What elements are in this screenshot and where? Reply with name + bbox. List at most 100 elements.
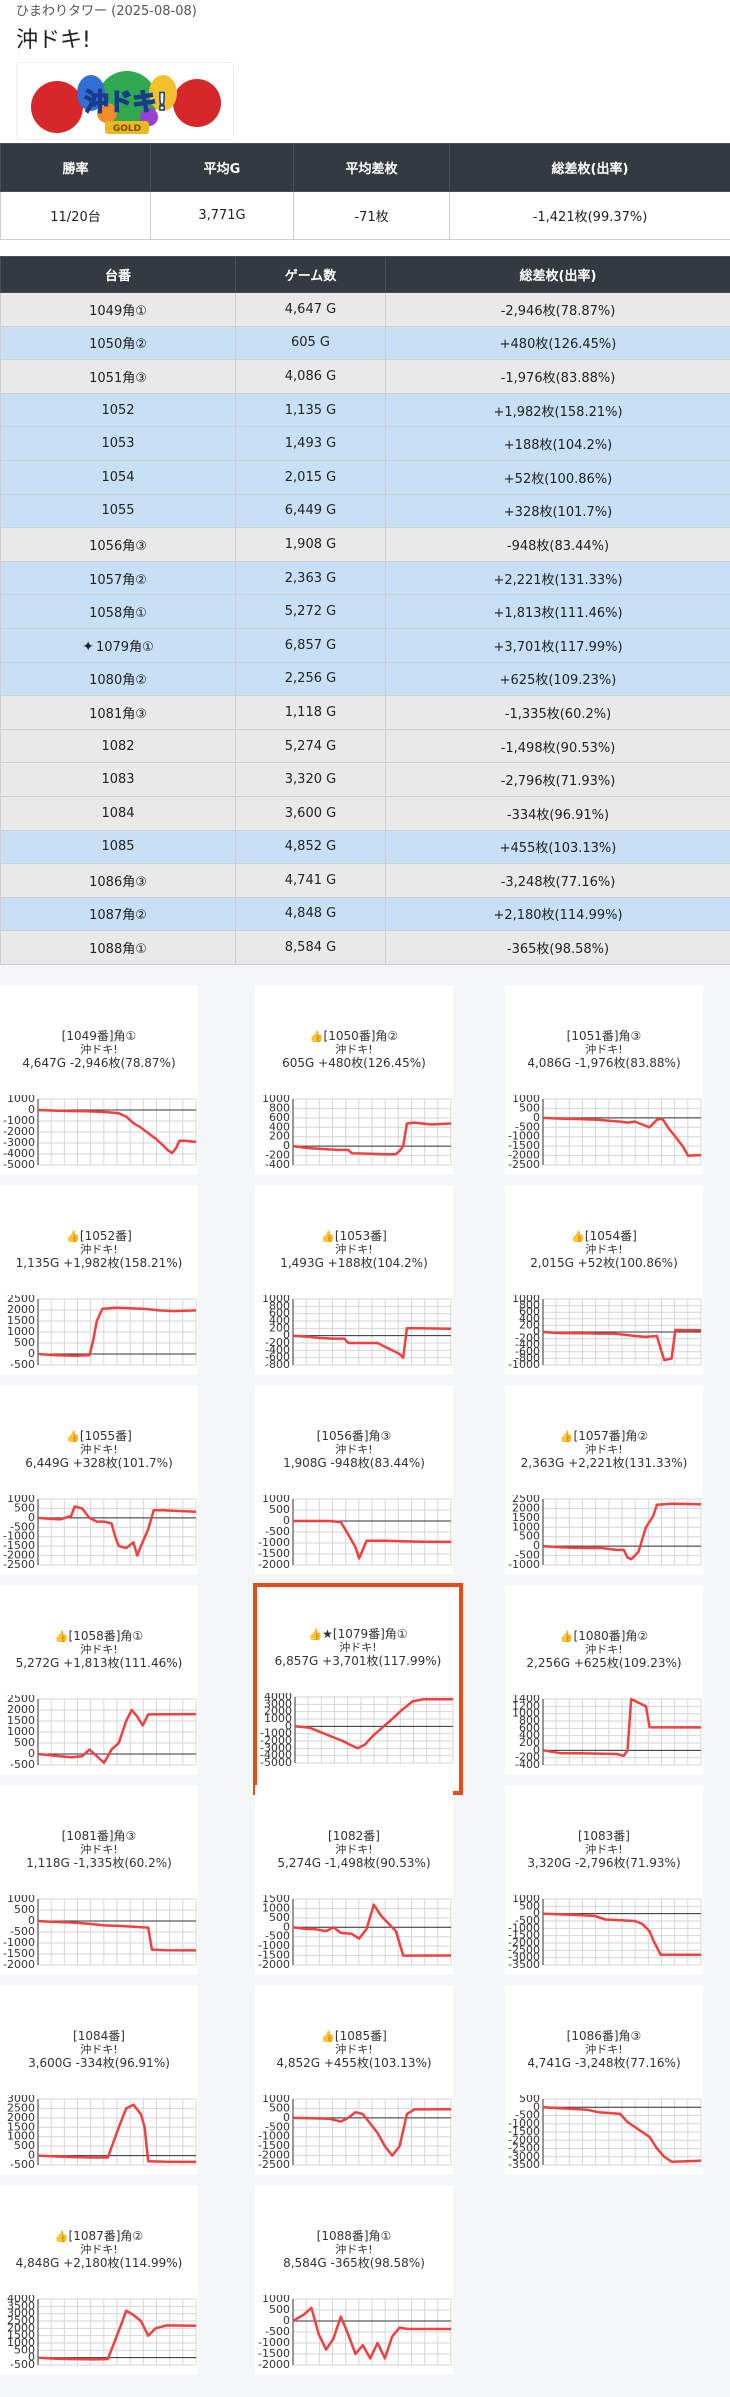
table-row[interactable]: 1082 5,274 G -1,498枚(90.53%)	[0, 728, 730, 764]
thumbs-up-icon: 👍	[571, 1230, 585, 1243]
chart-label: 👍[1053番]	[255, 1227, 453, 1244]
table-row[interactable]: 1057角② 2,363 G +2,221枚(131.33%)	[0, 560, 730, 596]
chart-card[interactable]: 👍[1058番]角① 沖ドキ! 5,272G +1,813枚(111.46%) 250…	[0, 1585, 198, 1775]
y-tick-label: -1000	[508, 2117, 540, 2130]
y-tick-label: -500	[515, 1914, 540, 1927]
table-row[interactable]: 1084 3,600 G -334枚(96.91%)	[0, 795, 730, 831]
y-tick-label: 1000	[262, 1295, 290, 1305]
chart-card[interactable]: 👍[1053番] 沖ドキ! 1,493G +188枚(104.2%) 1000 800 6…	[255, 1185, 453, 1375]
chart-card[interactable]: 👍★[1079番]角① 沖ドキ! 6,857G +3,701枚(117.99%) 40…	[253, 1583, 463, 1795]
machine-name-cell: 1086角③	[0, 863, 236, 898]
chart-card[interactable]: [1056番]角③ 沖ドキ! 1,908G -948枚(83.44%) 1000 500…	[255, 1385, 453, 1575]
chart-machine: 沖ドキ!	[339, 1641, 377, 1654]
balance-chart: 40003000200010000-1000-2000-3000-4000-50…	[260, 1693, 454, 1767]
y-tick-label: -1000	[3, 1114, 35, 1127]
chart-card[interactable]: [1049番]角① 沖ドキ! 4,647G -2,946枚(78.87%) 1000 0…	[0, 985, 198, 1175]
thumbs-up-icon: 👍	[54, 2230, 69, 2243]
chart-grid: [1049番]角① 沖ドキ! 4,647G -2,946枚(78.87%) 1000 0…	[0, 965, 730, 2397]
games-cell: 4,848 G	[235, 896, 386, 932]
table-row[interactable]: 1085 4,852 G +455枚(103.13%)	[0, 829, 730, 865]
y-tick-label: 0	[533, 2100, 540, 2113]
diff-cell: +3,701枚(117.99%)	[385, 627, 730, 663]
diff-cell: -334枚(96.91%)	[385, 795, 730, 831]
chart-label: 👍[1087番]角②	[0, 2227, 198, 2244]
chart-card[interactable]: [1083番] 沖ドキ! 3,320G -2,796枚(71.93%) 1000 500…	[505, 1785, 703, 1975]
y-tick-label: 0	[28, 1347, 35, 1360]
table-row[interactable]: 1051角③ 4,086 G -1,976枚(83.88%)	[0, 359, 730, 394]
y-tick-label: 600	[519, 1721, 540, 1734]
y-tick-label: 200	[519, 1318, 540, 1331]
chart-card[interactable]: 👍[1085番] 沖ドキ! 4,852G +455枚(103.13%) 1000 500…	[255, 1985, 453, 2175]
svg-text:沖ドキ!: 沖ドキ!	[85, 88, 168, 116]
table-row[interactable]: 1055 6,449 G +328枚(101.7%)	[0, 493, 730, 529]
chart-card[interactable]: 👍[1080番]角② 沖ドキ! 2,256G +625枚(109.23%) 1400 1…	[505, 1585, 703, 1775]
chart-label: [1081番]角③	[0, 1827, 198, 1844]
y-tick-label: -1500	[508, 1929, 540, 1942]
table-row[interactable]: 1056角③ 1,908 G -948枚(83.44%)	[0, 527, 730, 562]
table-row[interactable]: 1049角① 4,647 G -2,946枚(78.87%)	[0, 292, 730, 327]
chart-card[interactable]: 👍[1050番]角② 沖ドキ! 605G +480枚(126.45%) 1000 800…	[255, 985, 453, 1175]
y-tick-label: -2000	[508, 2133, 540, 2146]
games-cell: 5,272 G	[235, 594, 386, 629]
table-row[interactable]: 1087角② 4,848 G +2,180枚(114.99%)	[0, 896, 730, 932]
chart-stats: 4,647G -2,946枚(78.87%)	[22, 1056, 176, 1070]
machine-name: 1087角②	[89, 908, 147, 924]
table-row[interactable]: 1052 1,135 G +1,982枚(158.21%)	[0, 392, 730, 428]
chart-label: 👍[1052番]	[0, 1227, 198, 1244]
games-cell: 2,256 G	[235, 661, 386, 697]
chart-label: [1049番]角①	[0, 1027, 198, 1044]
y-tick-label: -500	[10, 1925, 35, 1938]
games-cell: 8,584 G	[235, 930, 386, 965]
y-tick-label: 2500	[7, 2314, 35, 2327]
table-row[interactable]: 1058角① 5,272 G +1,813枚(111.46%)	[0, 594, 730, 629]
table-row[interactable]: 1081角③ 1,118 G -1,335枚(60.2%)	[0, 695, 730, 730]
chart-label: [1082番]	[255, 1827, 453, 1844]
machine-name: 1082	[101, 738, 135, 754]
table-row[interactable]: 1083 3,320 G -2,796枚(71.93%)	[0, 762, 730, 797]
y-tick-label: 1000	[262, 2095, 290, 2105]
y-tick-label: 1000	[7, 1325, 35, 1338]
diff-cell: +455枚(103.13%)	[385, 829, 730, 865]
chart-card[interactable]: 👍[1057番]角② 沖ドキ! 2,363G +2,221枚(131.33%) 250…	[505, 1385, 703, 1575]
table-row[interactable]: 1080角② 2,256 G +625枚(109.23%)	[0, 661, 730, 697]
chart-card[interactable]: [1084番] 沖ドキ! 3,600G -334枚(96.91%) 3000 2500 2…	[0, 1985, 198, 2175]
chart-stats: 1,908G -948枚(83.44%)	[283, 1456, 425, 1470]
y-tick-label: 1500	[262, 1895, 290, 1905]
y-tick-label: -5000	[260, 1756, 292, 1767]
chart-card[interactable]: 👍[1055番] 沖ドキ! 6,449G +328枚(101.7%) 1000 500 0…	[0, 1385, 198, 1575]
y-tick-label: -200	[265, 1336, 290, 1349]
y-tick-label: 1000	[512, 1095, 540, 1105]
table-row[interactable]: 1086角③ 4,741 G -3,248枚(77.16%)	[0, 863, 730, 898]
table-row[interactable]: 1053 1,493 G +188枚(104.2%)	[0, 426, 730, 461]
y-tick-label: -3500	[508, 1958, 540, 1969]
y-tick-label: -3000	[3, 1136, 35, 1149]
y-tick-label: 600	[519, 1305, 540, 1318]
chart-label: 👍[1080番]角②	[505, 1627, 703, 1644]
y-tick-label: 400	[269, 1120, 290, 1133]
chart-card[interactable]: [1051番]角③ 沖ドキ! 4,086G -1,976枚(83.88%) 1000 5…	[505, 985, 703, 1175]
balance-line	[542, 1697, 702, 1758]
table-row[interactable]: 1054 2,015 G +52枚(100.86%)	[0, 459, 730, 495]
chart-card[interactable]: [1082番] 沖ドキ! 5,274G -1,498枚(90.53%) 1500 100…	[255, 1785, 453, 1975]
diff-cell: +2,221枚(131.33%)	[385, 560, 730, 596]
chart-card[interactable]: [1088番]角① 沖ドキ! 8,584G -365枚(98.58%) 1000 500…	[255, 2185, 453, 2375]
chart-label-text: [1050番]角②	[323, 1029, 399, 1043]
chart-card[interactable]: [1081番]角③ 沖ドキ! 1,118G -1,335枚(60.2%) 1000 50…	[0, 1785, 198, 1975]
thumbs-up-icon: 👍	[321, 2030, 335, 2043]
y-tick-label: -500	[10, 2158, 35, 2169]
y-tick-label: 0	[533, 1325, 540, 1338]
summary-header: 総差枚(出率)	[449, 143, 730, 192]
chart-card[interactable]: [1086番]角③ 沖ドキ! 4,741G -3,248枚(77.16%) 500 0-…	[505, 1985, 703, 2175]
y-tick-label: -1000	[508, 1921, 540, 1934]
chart-card[interactable]: 👍[1052番] 沖ドキ! 1,135G +1,982枚(158.21%) 2500 2…	[0, 1185, 198, 1375]
table-row[interactable]: ✦ 1079角① 6,857 G +3,701枚(117.99%)	[0, 627, 730, 663]
chart-card[interactable]: 👍[1054番] 沖ドキ! 2,015G +52枚(100.86%) 1000 800 6…	[505, 1185, 703, 1375]
chart-machine: 沖ドキ!	[80, 1043, 118, 1056]
chart-stats: 8,584G -365枚(98.58%)	[283, 2256, 425, 2270]
table-row[interactable]: 1050角② 605 G +480枚(126.45%)	[0, 325, 730, 361]
table-row[interactable]: 1088角① 8,584 G -365枚(98.58%)	[0, 930, 730, 965]
chart-card[interactable]: 👍[1087番]角② 沖ドキ! 4,848G +2,180枚(114.99%) 400…	[0, 2185, 198, 2375]
y-tick-label: -1500	[258, 2139, 290, 2152]
